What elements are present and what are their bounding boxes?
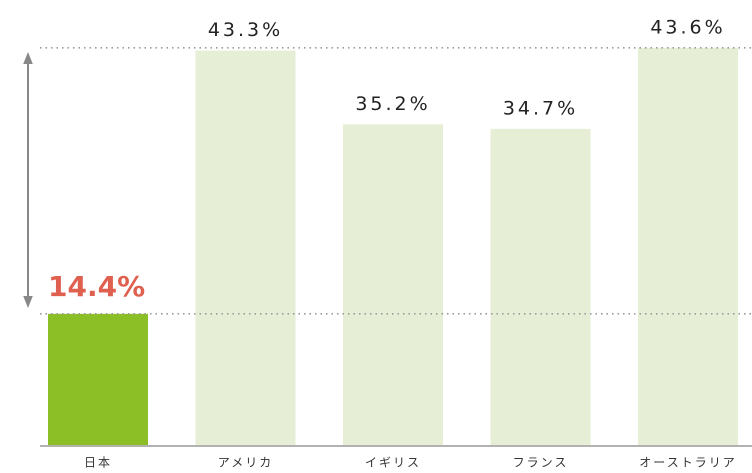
value-label: 35.2% [355,93,430,115]
value-label: 43.6% [650,16,725,38]
x-tick-label: オーストラリア [639,456,736,470]
value-label: 34.7% [503,97,578,119]
bar [490,128,591,445]
x-tick-label: 日本 [84,456,112,470]
bar [48,313,148,445]
x-tick-label: イギリス [365,456,421,470]
x-tick-label: アメリカ [218,456,273,470]
x-tick-label: フランス [513,456,569,470]
bar [195,50,296,446]
value-label: 43.3% [208,19,283,41]
bar [638,47,738,445]
value-label: 14.4% [48,270,145,303]
bar [343,124,443,445]
